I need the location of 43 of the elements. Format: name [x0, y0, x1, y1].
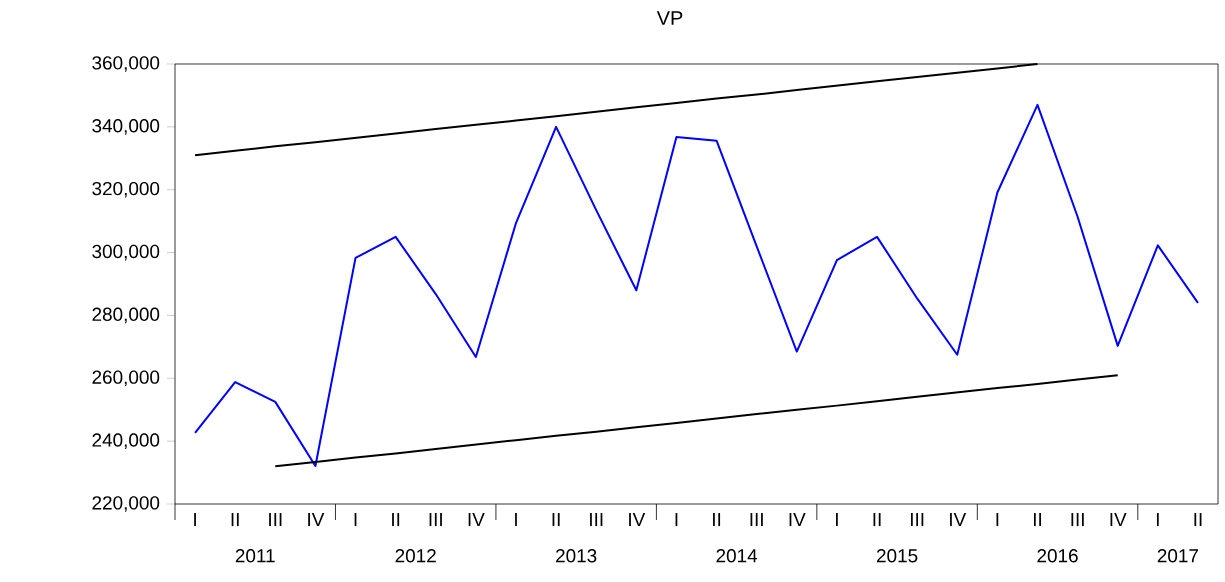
x-tick-label: III [750, 513, 763, 527]
x-tick-label: II [552, 513, 560, 527]
text: 2014 [716, 549, 758, 563]
x-tick-label: I [1156, 513, 1159, 527]
x-tick-label: I [836, 513, 838, 527]
line-series [194, 103, 1199, 467]
x-tick-label: I [675, 513, 678, 527]
x-tick-label: IV [629, 513, 646, 527]
x-tick-label: I [996, 513, 999, 527]
y-tick-label: 320,000 [92, 181, 160, 198]
x-tick-label: III [911, 513, 924, 527]
text: 2017 [1157, 549, 1199, 563]
x-tick-label: I [354, 513, 357, 527]
chart-title: VP [656, 11, 683, 25]
x-tick-label: III [590, 513, 603, 527]
x-tick-label: IV [789, 513, 806, 527]
x-tick-label: III [429, 513, 442, 527]
x-tick-label: II [231, 513, 239, 527]
text: 2012 [395, 549, 436, 563]
x-tick-label: III [1071, 513, 1084, 527]
x-tick-label: I [515, 513, 517, 527]
x-tick-label: I [194, 513, 196, 527]
x-tick-label: IV [950, 513, 967, 527]
x-tick-label: II [713, 513, 721, 527]
text: 2013 [556, 549, 597, 563]
x-tick-label: II [1033, 513, 1041, 527]
text: 2011 [235, 549, 275, 563]
y-tick-label: 300,000 [92, 244, 160, 261]
y-tick-label: 260,000 [92, 370, 160, 387]
x-tick-label: II [392, 513, 400, 527]
y-tick-label: 360,000 [92, 56, 160, 72]
y-tick-label: 220,000 [92, 496, 160, 512]
x-tick-label: II [873, 513, 881, 527]
y-tick-label: 240,000 [92, 433, 160, 449]
x-tick-label: IV [1110, 513, 1127, 527]
y-tick-label: 280,000 [92, 307, 160, 324]
text: 2016 [1037, 549, 1078, 563]
y-tick-label: 340,000 [92, 119, 160, 135]
x-tick-label: IV [308, 513, 325, 527]
text: 2015 [876, 549, 918, 563]
x-tick-label: III [269, 513, 282, 527]
x-tick-label: IV [468, 513, 485, 527]
x-tick-label: II [1194, 513, 1202, 527]
